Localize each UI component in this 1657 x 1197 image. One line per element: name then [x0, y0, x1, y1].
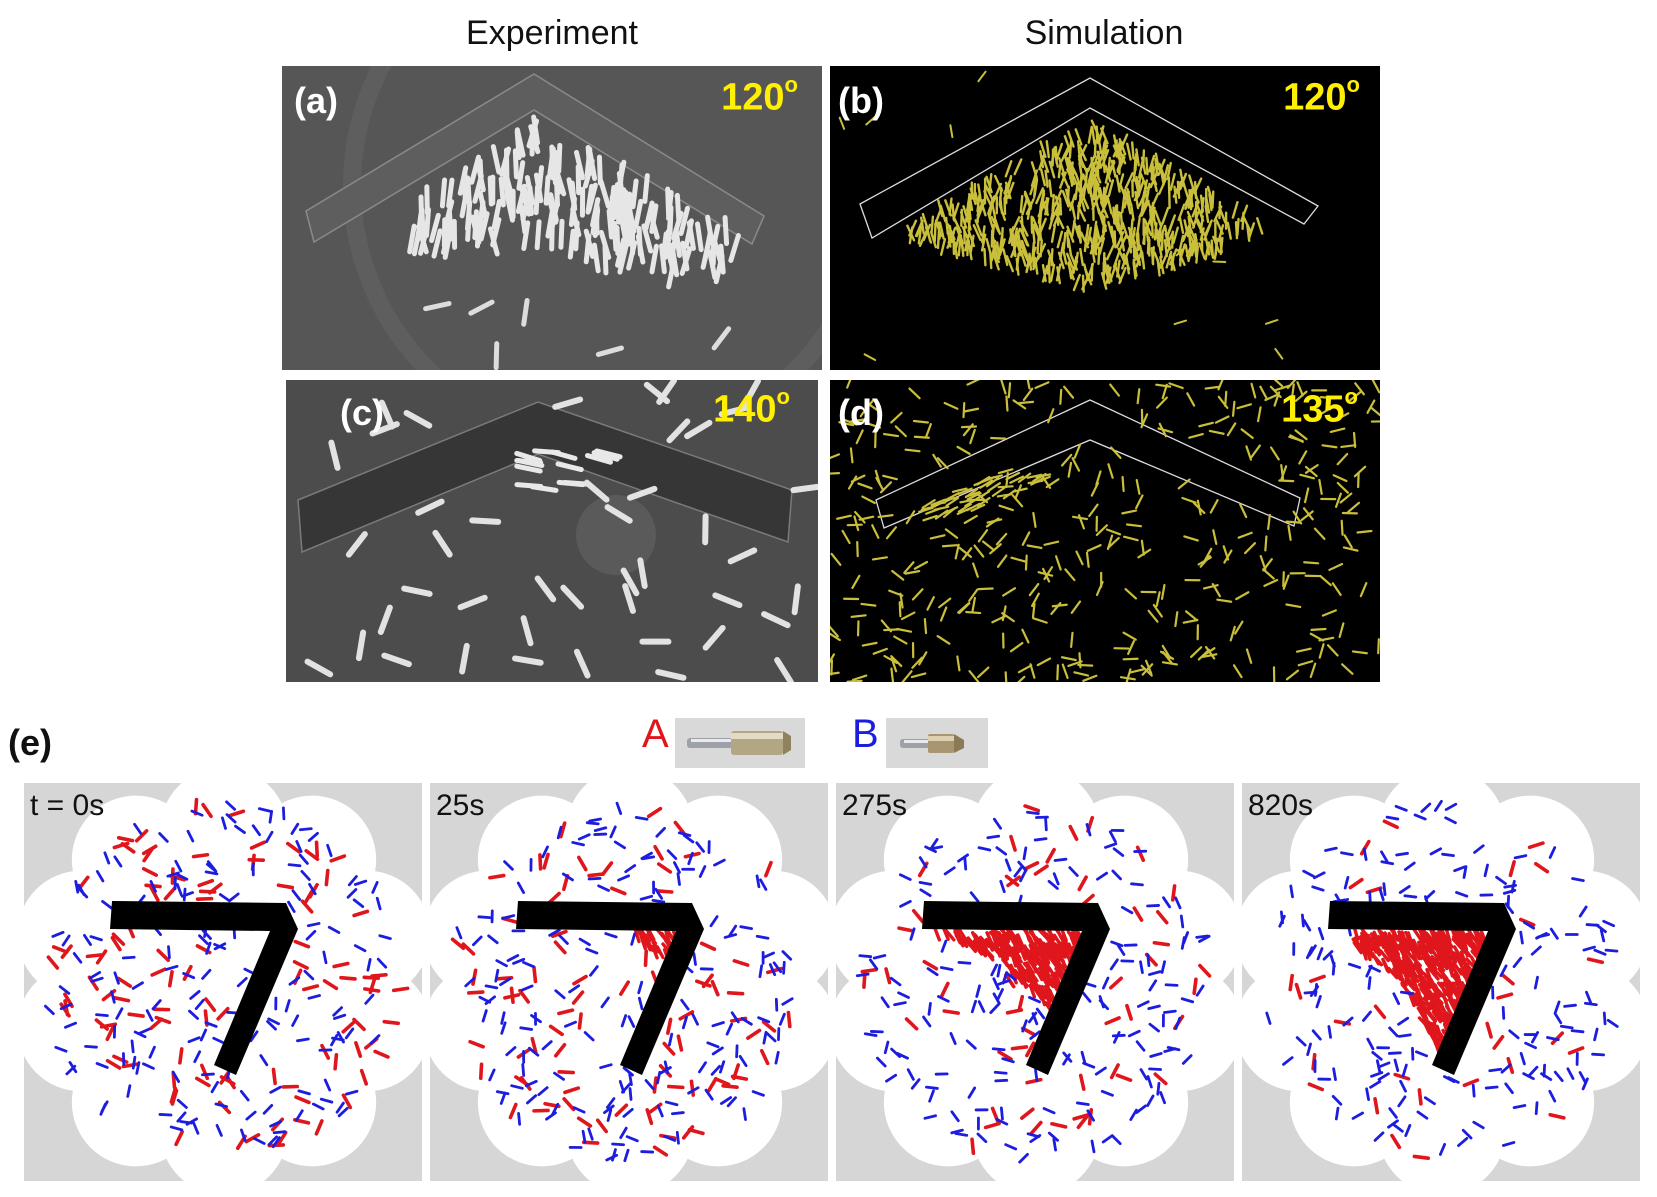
panel-d-label: (d)	[838, 392, 884, 433]
panel-d: (d) 135o	[830, 380, 1380, 682]
panel-c: (c) 140o	[286, 380, 818, 682]
panel-b-angle: 120o	[1283, 72, 1360, 119]
panel-a: (a) 120o	[282, 66, 822, 370]
panel-d-image	[830, 380, 1380, 682]
time-panel-3-label: 820s	[1248, 789, 1314, 822]
time-panel-0-label: t = 0s	[30, 789, 105, 822]
time-panel-0-image	[24, 783, 422, 1181]
panel-c-label: (c)	[340, 392, 384, 433]
panel-c-angle: 140o	[713, 384, 790, 431]
panel-a-label: (a)	[294, 80, 338, 121]
panel-d-angle: 135o	[1281, 384, 1358, 431]
time-panel-3-image	[1242, 783, 1640, 1181]
panel-a-angle: 120o	[721, 72, 798, 119]
panel-b: (b) 120o	[830, 66, 1380, 370]
time-panel-0: t = 0s	[24, 783, 422, 1181]
legend-particle-a-image	[675, 718, 805, 768]
title-experiment: Experiment	[466, 14, 638, 52]
time-panel-2-label: 275s	[842, 789, 908, 822]
legend-letter-a: A	[642, 712, 669, 756]
legend-letter-b: B	[852, 712, 879, 756]
panel-c-image	[286, 380, 818, 682]
title-simulation: Simulation	[1024, 14, 1184, 52]
time-panel-2: 275s	[836, 783, 1234, 1181]
time-panel-1-image	[430, 783, 828, 1181]
panel-b-label: (b)	[838, 80, 884, 121]
time-panel-1-label: 25s	[436, 789, 485, 822]
time-panel-3: 820s	[1242, 783, 1640, 1181]
time-panel-2-image	[836, 783, 1234, 1181]
panel-a-image	[282, 66, 822, 370]
time-panel-1: 25s	[430, 783, 828, 1181]
panel-b-image	[838, 70, 1319, 362]
legend-particle-b-image	[886, 718, 988, 768]
panel-e-label: (e)	[8, 722, 52, 763]
